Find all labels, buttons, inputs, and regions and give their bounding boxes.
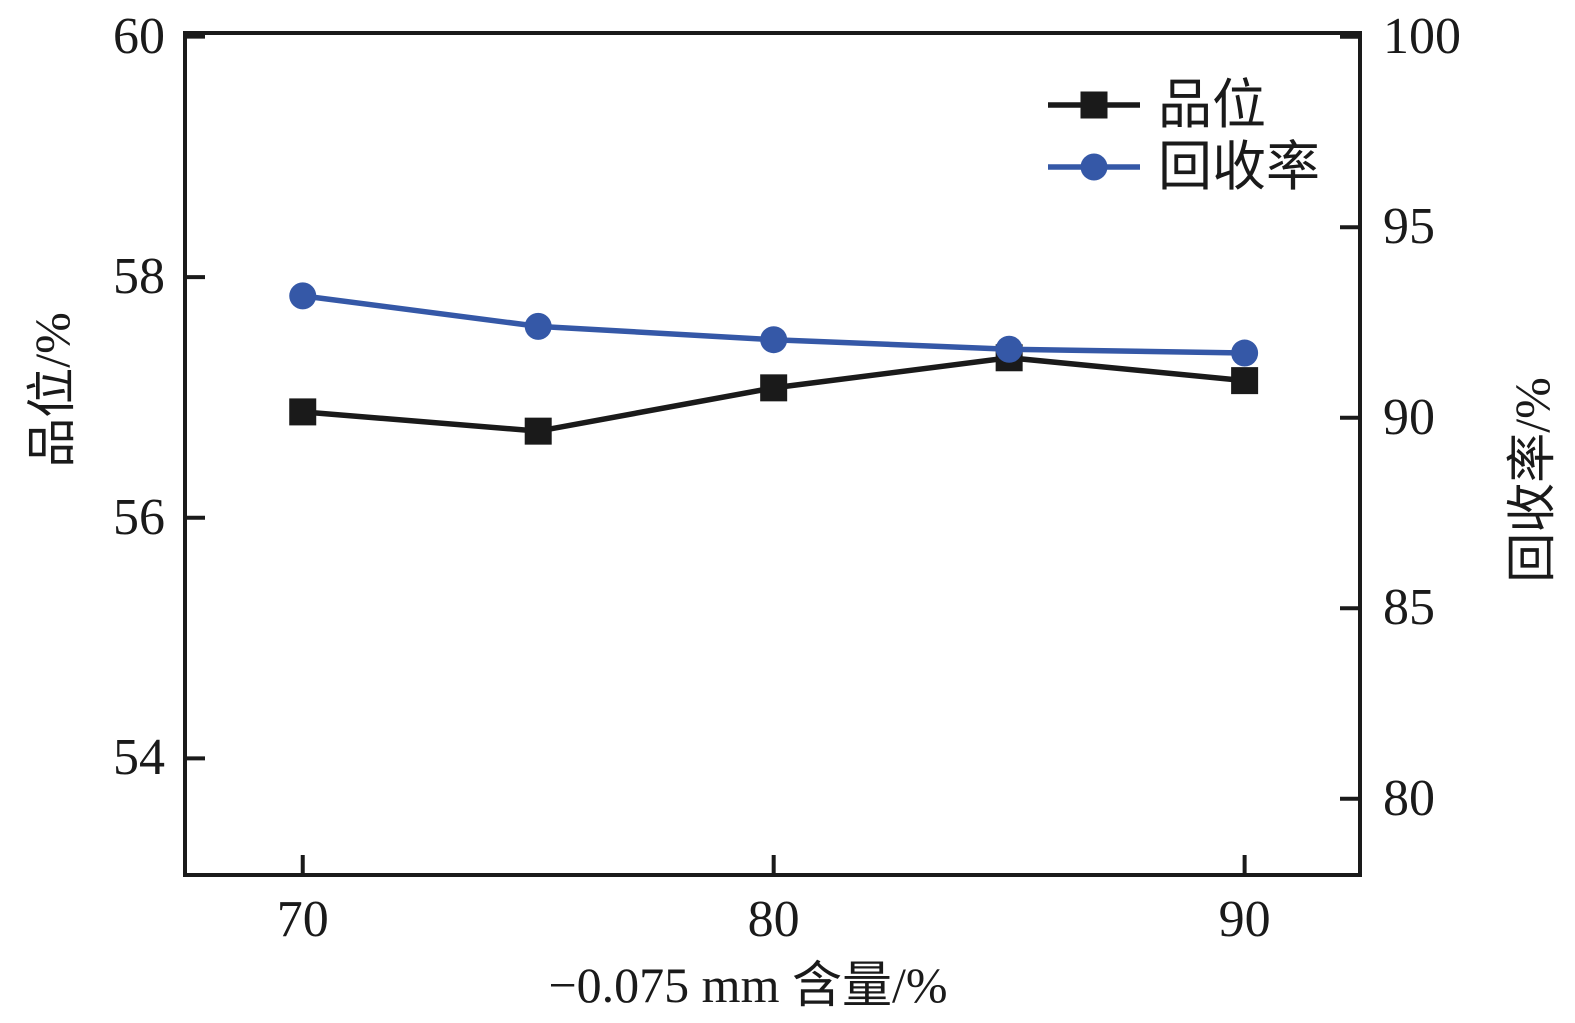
y-left-tick-label: 58 — [113, 248, 165, 306]
legend: 品位 回收率 — [1048, 74, 1320, 198]
recovery-marker — [760, 326, 788, 354]
grade-marker — [1231, 367, 1259, 395]
y-left-tick-label: 54 — [113, 729, 165, 787]
legend-item-recovery: 回收率 — [1048, 136, 1320, 198]
grade-legend-label: 品位 — [1158, 75, 1266, 135]
legend-item-grade: 品位 — [1048, 74, 1320, 136]
y-right-tick-label: 80 — [1383, 769, 1435, 827]
x-tick-label: 70 — [276, 891, 329, 948]
recovery-marker — [524, 312, 552, 340]
y-right-tick-label: 85 — [1383, 579, 1435, 637]
recovery-marker — [995, 335, 1023, 363]
y-left-axis-title: 品位/% — [24, 312, 80, 468]
recovery-marker — [1231, 339, 1259, 367]
y-right-tick-label: 90 — [1383, 388, 1435, 446]
x-axis-title: −0.075 mm 含量/% — [548, 957, 948, 1013]
recovery-legend-swatch — [1048, 153, 1140, 181]
y-right-tick-label: 95 — [1383, 198, 1435, 256]
grade-marker — [760, 374, 788, 402]
y-right-tick-label: 100 — [1383, 7, 1461, 65]
grade-marker — [524, 417, 552, 445]
x-tick-label: 90 — [1218, 891, 1271, 948]
y-left-tick-label: 56 — [113, 488, 165, 546]
recovery-marker — [289, 282, 317, 310]
x-tick-label: 80 — [747, 891, 800, 948]
grade-marker — [289, 398, 317, 426]
recovery-legend-label: 回收率 — [1158, 137, 1320, 197]
y-right-axis-title: 回收率/% — [1504, 377, 1560, 583]
grade-legend-swatch — [1048, 91, 1140, 119]
y-left-tick-label: 60 — [113, 7, 165, 65]
